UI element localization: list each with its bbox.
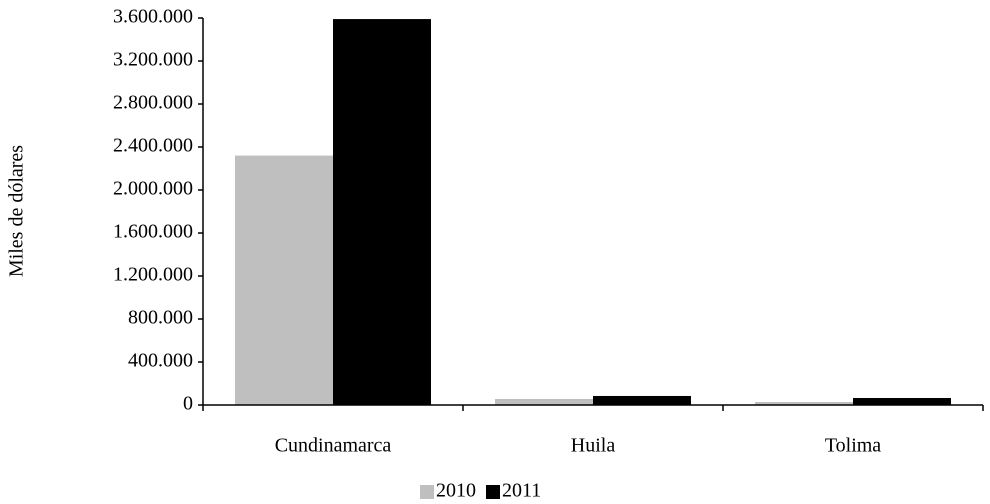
bar	[853, 398, 951, 405]
bar	[495, 398, 593, 405]
legend-swatch	[420, 485, 434, 499]
x-tick-label: Cundinamarca	[275, 435, 392, 457]
legend-swatch	[486, 485, 500, 499]
y-tick-label: 2.000.000	[113, 178, 193, 200]
y-tick-label: 2.400.000	[113, 135, 193, 157]
y-tick-label: 0	[183, 393, 193, 415]
legend-label: 2011	[502, 480, 541, 502]
bar	[593, 395, 691, 405]
y-tick-label: 800.000	[128, 307, 193, 329]
bar	[333, 19, 431, 405]
y-tick-label: 3.600.000	[113, 6, 193, 28]
y-tick-label: 3.200.000	[113, 49, 193, 71]
x-tick-label: Huila	[571, 435, 616, 457]
bar	[755, 401, 853, 405]
bar	[235, 155, 333, 405]
y-tick-label: 1.600.000	[113, 221, 193, 243]
y-tick-label: 1.200.000	[113, 264, 193, 286]
legend-label: 2010	[436, 480, 476, 502]
y-tick-label: 2.800.000	[113, 92, 193, 114]
y-axis-label: Miles de dólares	[6, 145, 28, 277]
x-tick-label: Tolima	[825, 435, 881, 457]
y-tick-label: 400.000	[128, 350, 193, 372]
